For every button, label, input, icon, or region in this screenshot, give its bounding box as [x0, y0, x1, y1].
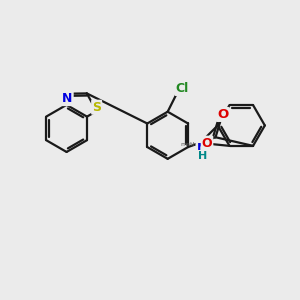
- Text: Cl: Cl: [176, 82, 189, 95]
- Text: N: N: [62, 92, 73, 105]
- Text: H: H: [198, 151, 207, 161]
- Text: O: O: [217, 108, 228, 121]
- Text: methoxy: methoxy: [180, 142, 208, 147]
- Text: S: S: [92, 101, 101, 114]
- Text: O: O: [202, 136, 212, 150]
- Text: N: N: [196, 142, 207, 154]
